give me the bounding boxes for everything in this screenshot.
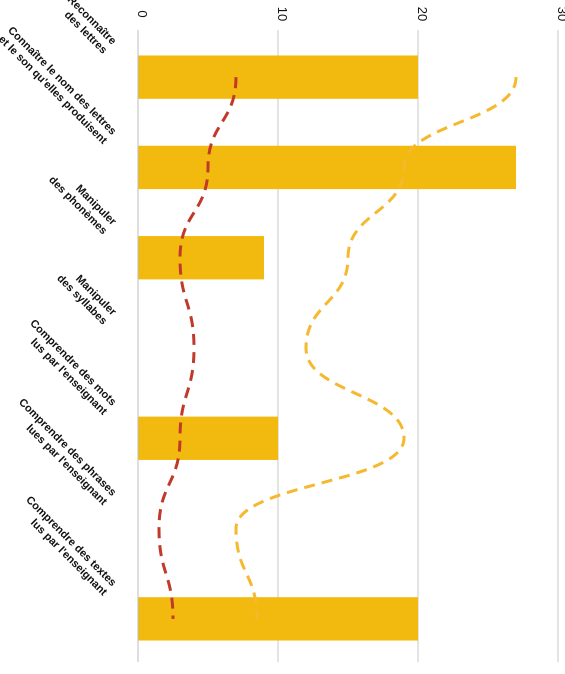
bar (138, 236, 264, 280)
tick-label: 0 (135, 10, 150, 17)
category-label: Manipulerdes syllabes (54, 263, 118, 327)
tick-label: 10 (275, 7, 290, 21)
line-series-group (157, 77, 518, 619)
bar (138, 145, 516, 190)
category-label: Comprendre des motslus par l'enseignant (18, 317, 118, 417)
line-series-2 (157, 77, 238, 619)
category-label-line: Comprendre des textes (23, 494, 118, 589)
value-axis-ticks: 0 10 20 30 (135, 7, 565, 21)
category-label: Comprendre des texteslus par l'enseignan… (14, 494, 118, 598)
category-label-line: lues par l'enseignant (24, 422, 110, 508)
tick-label: 20 (415, 7, 430, 21)
category-label-line: Comprendre des mots (27, 317, 118, 408)
category-label: Reconnaîtredes lettres (56, 0, 119, 56)
category-label-line: lus par l'enseignant (28, 517, 109, 598)
bar (138, 597, 418, 641)
gridlines (277, 30, 559, 662)
category-label-line: et le son qu'elles produisent (0, 34, 109, 147)
line-series-1 (234, 77, 518, 619)
category-label-line: lus par l'enseignant (28, 336, 109, 417)
category-label: Manipulerdes phonèmes (46, 165, 119, 238)
tick-label: 30 (555, 7, 565, 21)
bar-series (138, 55, 516, 641)
bar (138, 416, 278, 460)
bar (138, 55, 418, 99)
